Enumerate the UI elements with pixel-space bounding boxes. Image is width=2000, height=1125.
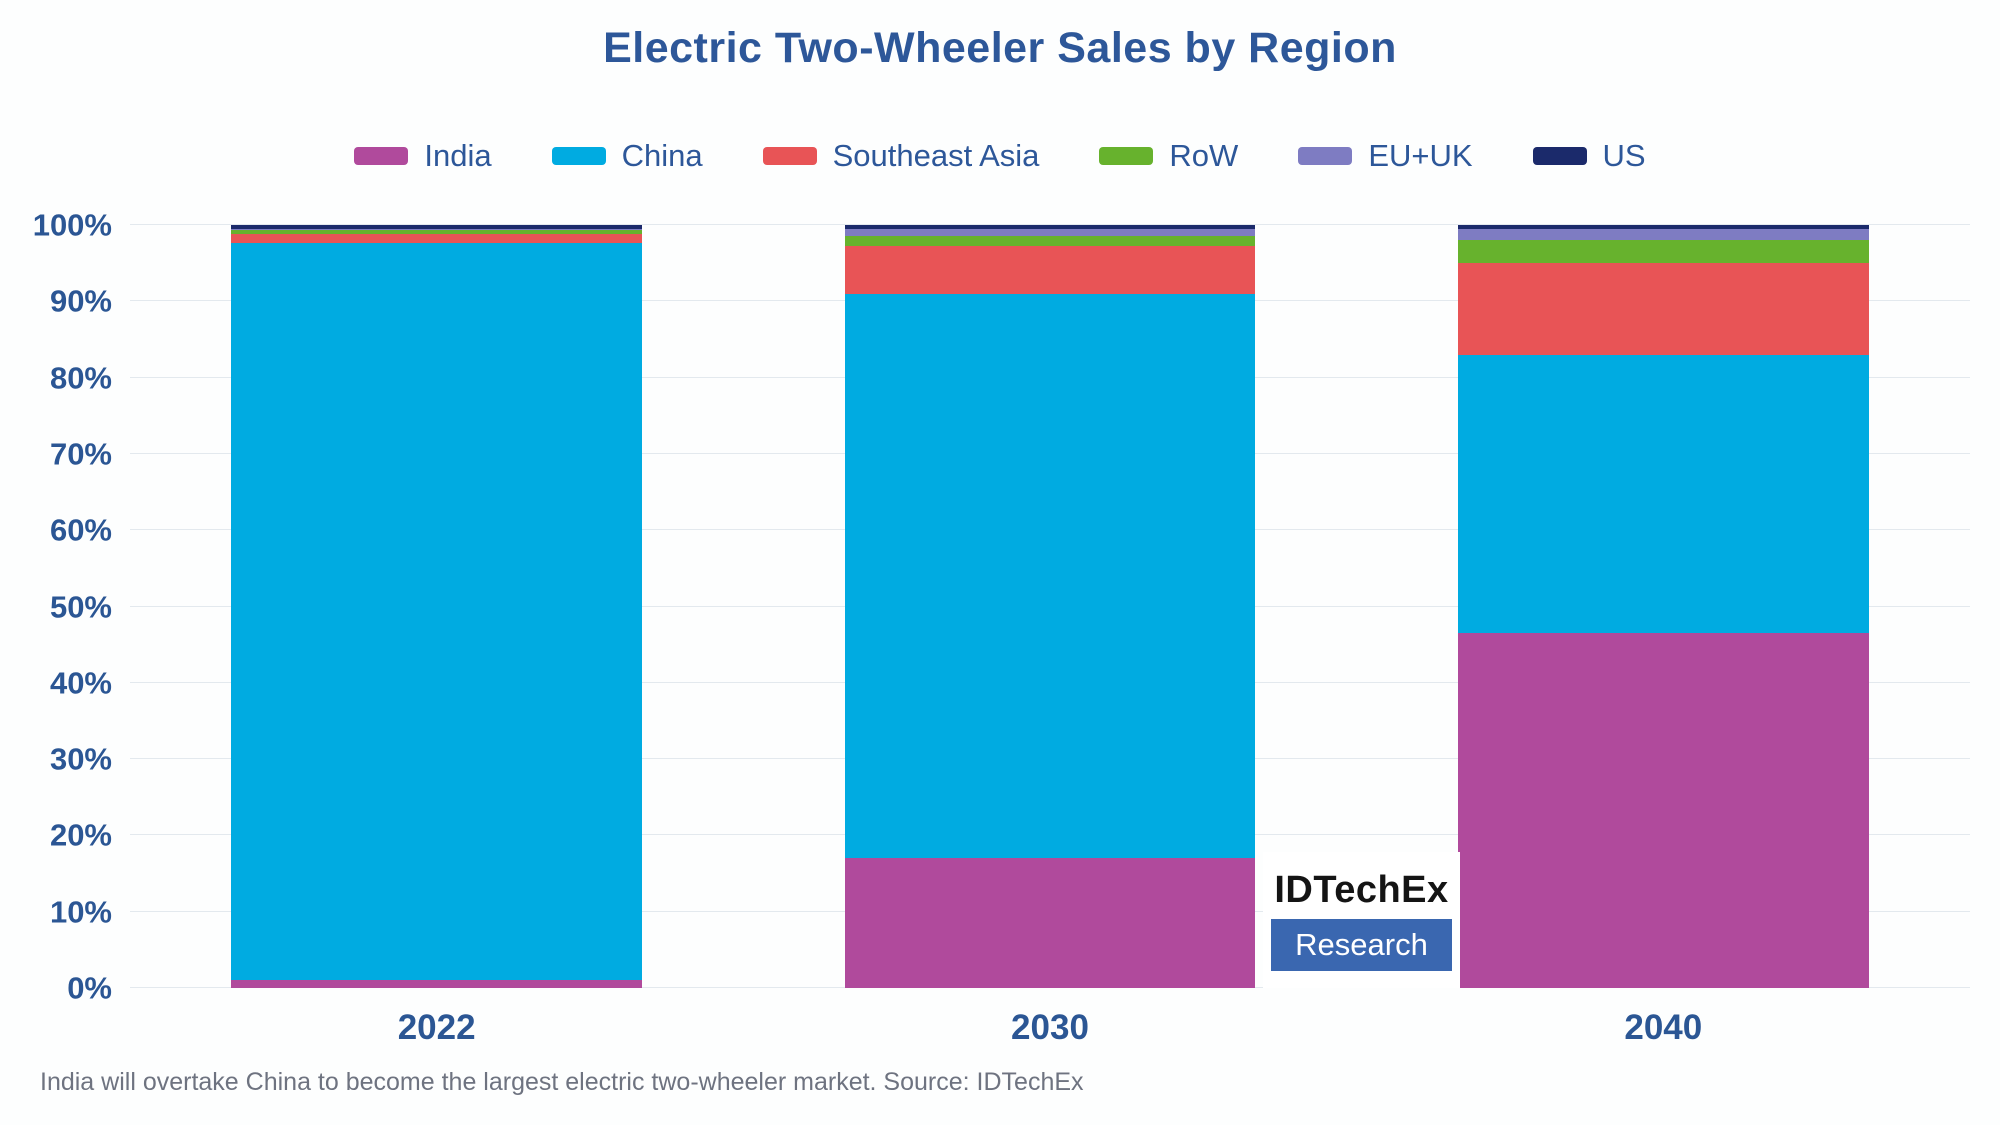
legend-label: China (621, 138, 703, 173)
bar-segment-2030-row (844, 236, 1256, 247)
caption: India will overtake China to become the … (40, 1068, 1084, 1096)
bar-segment-2040-southeast-asia (1457, 263, 1869, 355)
y-tick-label: 30% (49, 741, 112, 777)
legend-item-southeast-asia: Southeast Asia (762, 138, 1040, 174)
y-tick-label: 60% (49, 512, 112, 548)
logo-wordmark: IDTechEx (1274, 869, 1449, 912)
stacked-bar-2040 (1457, 225, 1869, 988)
legend-swatch-icon (1298, 147, 1353, 165)
legend-label: EU+UK (1368, 138, 1473, 173)
bar-segment-2022-row (231, 230, 643, 235)
bar-segment-2040-us (1457, 225, 1869, 229)
y-tick-label: 40% (49, 665, 112, 701)
legend-label: India (424, 138, 492, 173)
stacked-bar-2022 (231, 225, 643, 988)
x-axis-labels: 2022 2030 2040 (130, 1008, 1970, 1048)
legend-swatch-icon (762, 147, 817, 165)
x-tick-label-2030: 2030 (1011, 1008, 1089, 1047)
bar-segment-2022-eu-uk (231, 228, 643, 231)
plot-area (130, 224, 1970, 988)
bar-segment-2022-us (231, 225, 643, 229)
y-tick-label: 80% (49, 360, 112, 396)
logo-research-badge: Research (1271, 919, 1452, 971)
bar-segment-2040-eu-uk (1457, 228, 1869, 241)
bar-segment-2030-india (844, 858, 1256, 988)
bar-segment-2030-eu-uk (844, 228, 1256, 237)
y-tick-label: 0% (67, 970, 112, 1006)
bar-slot-2022 (130, 225, 743, 988)
bar-slot-2040 (1357, 225, 1970, 988)
bar-segment-2022-china (231, 243, 643, 981)
bar-segment-2040-china (1457, 354, 1869, 634)
legend-item-us: US (1532, 138, 1646, 174)
legend-swatch-icon (354, 147, 409, 165)
chart-title: Electric Two-Wheeler Sales by Region (603, 24, 1397, 72)
bar-segment-2030-southeast-asia (844, 246, 1256, 294)
idtechex-logo: IDTechEx Research (1263, 852, 1460, 988)
y-tick-label: 100% (32, 207, 112, 243)
y-tick-label: 10% (49, 894, 112, 930)
y-tick-label: 50% (49, 589, 112, 624)
legend-item-china: China (551, 138, 703, 174)
legend-item-eu-uk: EU+UK (1298, 138, 1473, 174)
bars-container (130, 225, 1970, 988)
bar-segment-2040-row (1457, 240, 1869, 264)
bar-segment-2030-us (844, 225, 1256, 229)
legend-label: RoW (1169, 138, 1239, 173)
y-tick-label: 90% (49, 283, 112, 319)
bar-segment-2022-southeast-asia (231, 234, 643, 244)
bar-slot-2030 (743, 225, 1356, 988)
y-axis-labels: 0% 10% 20% 30% 40% 50% 60% 70% 80% 90% 100% (0, 210, 112, 1004)
legend-item-india: India (354, 138, 492, 174)
legend-label: Southeast Asia (832, 138, 1040, 173)
legend-swatch-icon (1099, 147, 1154, 165)
x-tick-label-2040: 2040 (1624, 1008, 1703, 1047)
legend-item-row: RoW (1099, 138, 1238, 174)
bar-segment-2022-india (231, 980, 643, 988)
gridline-100pct (130, 224, 1970, 225)
bar-segment-2030-china (844, 293, 1256, 859)
legend-swatch-icon (551, 147, 606, 165)
stacked-bar-2030 (844, 225, 1256, 988)
bar-segment-2040-india (1457, 633, 1869, 988)
legend: India China Southeast Asia RoW EU+UK US (0, 138, 2000, 174)
legend-swatch-icon (1532, 147, 1587, 165)
y-tick-label: 70% (49, 436, 112, 472)
y-tick-label: 20% (49, 817, 112, 853)
x-tick-label-2022: 2022 (397, 1008, 476, 1047)
legend-label: US (1602, 138, 1646, 173)
